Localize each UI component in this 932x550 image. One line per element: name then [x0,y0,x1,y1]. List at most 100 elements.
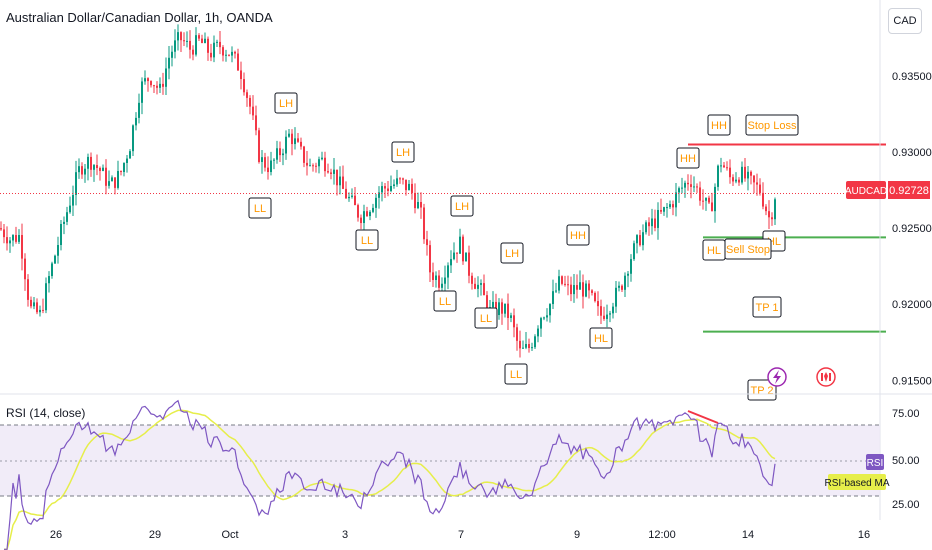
candle-body [174,40,176,52]
candle-body [606,314,608,319]
time-axis-label: 9 [574,529,580,541]
annotation-box[interactable] [474,307,498,329]
candle-body [96,165,98,168]
candle-body [198,35,200,39]
candle-body [552,291,554,305]
candle-body [15,235,17,242]
candle-body [498,302,500,316]
candle-body [120,171,122,173]
candle-body [429,245,431,273]
rsi-tag: RSI [867,458,884,469]
candle-body [351,195,353,197]
annotation-box[interactable] [589,327,613,349]
candle-body [399,178,401,180]
candle-body [480,283,482,285]
candle-body [609,313,611,315]
level-label: Stop Loss [748,120,797,132]
candle-body [642,232,644,246]
candle-body [360,217,362,224]
candle-body [153,85,155,87]
lightning-icon[interactable] [767,367,787,387]
annotation-label: LH [396,147,410,159]
candle-body [486,295,488,312]
annotation-label: HH [570,230,586,242]
candle-body [408,183,410,191]
candle-body [132,125,134,152]
annotation-box[interactable] [500,242,524,264]
annotation-box[interactable] [566,224,590,246]
candle-body [75,172,77,195]
annotation-box[interactable] [676,147,700,169]
candle-body [657,209,659,228]
candle-body [366,211,368,217]
candle-body [471,275,473,284]
annotation-box[interactable] [391,141,415,163]
time-axis-label: 14 [742,529,754,541]
price-axis-label: 0.92500 [892,223,932,235]
currency-selector[interactable]: CAD [888,8,922,34]
candle-body [447,265,449,278]
candle-body [306,162,308,166]
candle-body [99,167,101,171]
level-label: TP 2 [750,385,773,397]
annotation-box[interactable] [274,92,298,114]
candle-body [414,192,416,209]
candle-body [240,70,242,80]
level-label-box[interactable] [747,379,777,401]
candle-body [228,54,230,56]
time-axis-label: 16 [858,529,870,541]
annotation-box[interactable] [450,195,474,217]
price-axis-label: 0.92000 [892,299,932,311]
candle-body [54,255,56,264]
time-axis[interactable]: 26 29 Oct 3 7 9 12:00 14 16 [50,529,870,541]
candle-body [528,344,530,349]
candle-body [615,287,617,307]
candle-body [678,188,680,193]
candle-body [147,78,149,82]
rsi-ma-line [4,409,776,550]
candle-body [390,186,392,191]
level-label-box[interactable] [752,296,782,318]
candle-body [369,211,371,217]
annotation-box[interactable] [504,363,528,385]
rsi-line [4,399,776,550]
candle-body [756,182,758,185]
candle-body [600,306,602,316]
price-axis[interactable]: 0.93500 0.93000 0.92500 0.92000 0.91500 [892,71,932,387]
annotation-label: LH [455,201,469,213]
candle-body [597,301,599,307]
candle-body [234,51,236,54]
candle-body [687,182,689,185]
candle-body [204,38,206,44]
candle-body [159,83,161,88]
candle-body [747,171,749,179]
candle-body [297,138,299,142]
canada-flag-icon[interactable] [816,367,836,387]
candle-body [63,221,65,224]
rsi-axis-label: 75.00 [892,408,920,420]
candle-body [627,273,629,276]
candle-body [402,178,404,180]
level-label-box[interactable] [724,238,772,260]
rsi-axis[interactable]: 75.00 50.00 25.00 [892,408,920,511]
annotation-box[interactable] [707,114,731,136]
candle-body [708,197,710,203]
annotation-box[interactable] [248,197,272,219]
candle-body [342,176,344,189]
candle-body [375,197,377,208]
candle-body [72,194,74,206]
annotation-box[interactable] [355,229,379,251]
candle-body [339,176,341,186]
candle-body [381,186,383,193]
candle-body [579,282,581,290]
candle-body [672,204,674,208]
annotation-box[interactable] [433,290,457,312]
candle-body [723,165,725,168]
rsi-pane[interactable]: RSI (14, close) [0,399,880,550]
candle-body [18,234,20,242]
candle-body [90,156,92,170]
candle-body [771,217,773,220]
level-label-box[interactable] [745,114,799,136]
